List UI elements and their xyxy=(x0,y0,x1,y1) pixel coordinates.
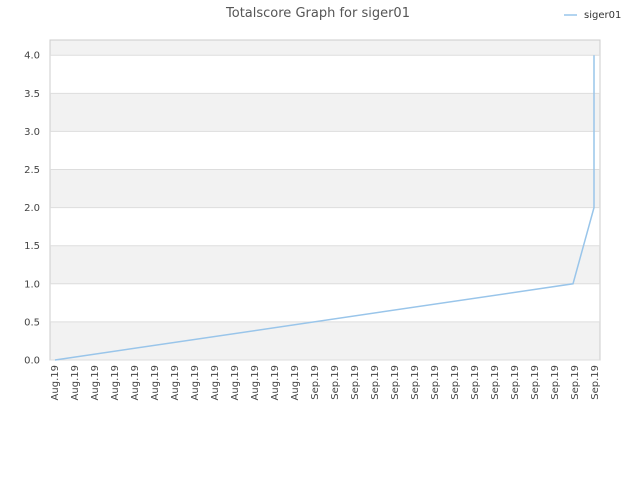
y-tick-label: 2.0 xyxy=(24,203,40,214)
y-tick-label: 0.5 xyxy=(24,317,40,328)
x-tick-label: Aug.19 xyxy=(50,365,61,400)
y-tick-label: 2.5 xyxy=(24,165,40,176)
x-tick-label: Aug.19 xyxy=(270,365,281,400)
series-group xyxy=(54,55,595,361)
x-tick-label: Aug.19 xyxy=(290,365,301,400)
x-tick-label: Sep.19 xyxy=(430,365,441,400)
x-tick-label: Aug.19 xyxy=(170,365,181,400)
x-tick-label: Sep.19 xyxy=(550,365,561,400)
x-tick-label: Sep.19 xyxy=(510,365,521,400)
x-tick-label: Sep.19 xyxy=(490,365,501,400)
y-tick-label: 4.0 xyxy=(24,51,40,62)
legend-label: siger01 xyxy=(584,10,621,21)
legend[interactable]: siger01 xyxy=(564,10,621,21)
x-tick-label: Sep.19 xyxy=(570,365,581,400)
x-tick-label: Sep.19 xyxy=(350,365,361,400)
y-tick-label: 0.0 xyxy=(24,356,40,367)
y-tick-label: 1.5 xyxy=(24,241,40,252)
y-axis-labels: 0.0 0.5 1.0 1.5 2.0 2.5 3.0 3.5 4.0 xyxy=(24,51,40,367)
y-tick-label: 3.5 xyxy=(24,89,40,100)
x-axis-labels: Aug.19 Aug.19 Aug.19 Aug.19 Aug.19 Aug.19 Aug.… xyxy=(50,365,601,400)
x-tick-label: Sep.19 xyxy=(410,365,421,400)
plot-band xyxy=(50,93,600,132)
plot-band xyxy=(50,321,600,360)
x-tick-label: Aug.19 xyxy=(210,365,221,400)
x-tick-label: Aug.19 xyxy=(130,365,141,400)
plot-band xyxy=(50,245,600,284)
y-tick-label: 3.0 xyxy=(24,127,40,138)
grid-lines xyxy=(50,54,600,361)
plot-band xyxy=(50,40,600,56)
x-tick-label: Sep.19 xyxy=(470,365,481,400)
x-tick-label: Aug.19 xyxy=(90,365,101,400)
x-tick-label: Sep.19 xyxy=(330,365,341,400)
plot-band xyxy=(50,169,600,208)
x-tick-label: Aug.19 xyxy=(190,365,201,400)
x-tick-label: Sep.19 xyxy=(450,365,461,400)
x-tick-label: Sep.19 xyxy=(390,365,401,400)
x-tick-label: Sep.19 xyxy=(590,365,601,400)
x-tick-label: Aug.19 xyxy=(110,365,121,400)
chart-title: Totalscore Graph for siger01 xyxy=(225,6,410,21)
x-tick-label: Aug.19 xyxy=(70,365,81,400)
x-tick-label: Aug.19 xyxy=(150,365,161,400)
x-tick-label: Aug.19 xyxy=(230,365,241,400)
plot-bands xyxy=(49,39,601,361)
x-tick-label: Aug.19 xyxy=(250,365,261,400)
series-line xyxy=(54,55,595,361)
x-tick-label: Sep.19 xyxy=(370,365,381,400)
x-tick-label: Sep.19 xyxy=(530,365,541,400)
y-tick-label: 1.0 xyxy=(24,279,40,290)
x-tick-label: Sep.19 xyxy=(310,365,321,400)
